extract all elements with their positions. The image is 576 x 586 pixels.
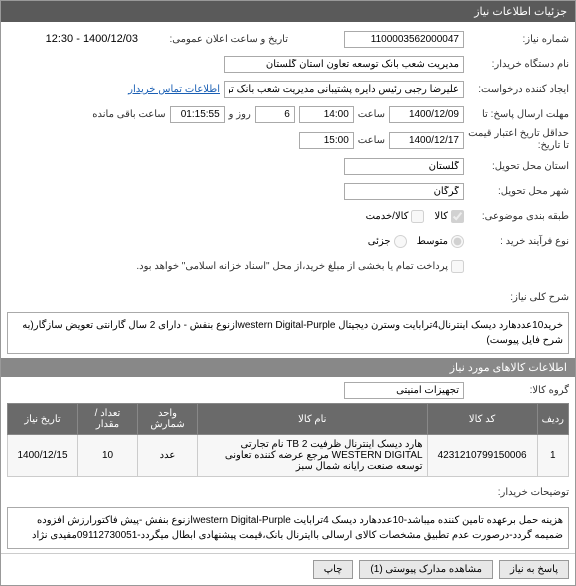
validity-hour-lbl: ساعت: [358, 135, 385, 146]
th-5: تاریخ نیاز: [8, 404, 78, 435]
public-time-label: تاریخ و ساعت اعلان عمومی:: [138, 34, 288, 45]
buytype-label: نوع فرآیند خرید :: [464, 236, 569, 247]
creator-label: ایجاد کننده درخواست:: [464, 84, 569, 95]
group-label: گروه کالا:: [464, 385, 569, 396]
reply-button[interactable]: پاسخ به نیاز: [499, 560, 569, 579]
td-0-5: 1400/12/15: [8, 435, 78, 477]
td-0-4: 10: [78, 435, 138, 477]
class-opt2[interactable]: کالا/خدمت: [366, 210, 425, 223]
deadline-hour-lbl: ساعت: [358, 109, 385, 120]
th-0: ردیف: [537, 404, 568, 435]
need-no-label: شماره نیاز:: [464, 34, 569, 45]
public-time-value: 1400/12/03 - 12:30: [46, 33, 138, 45]
td-0-3: عدد: [138, 435, 198, 477]
class-opt1[interactable]: کالا: [434, 210, 464, 223]
paynote-check[interactable]: پرداخت تمام یا بخشی از مبلغ خرید،از محل …: [136, 260, 464, 273]
buytype-opt1[interactable]: متوسط: [417, 235, 464, 248]
validity-date: [389, 132, 464, 149]
validity-label: حداقل تاریخ اعتبار قیمت تا تاریخ:: [464, 128, 569, 152]
deadline-remain-lbl: ساعت باقی مانده: [92, 109, 165, 120]
print-button[interactable]: چاپ: [313, 560, 354, 579]
province-label: استان محل تحویل:: [464, 161, 569, 172]
th-1: کد کالا: [427, 404, 537, 435]
deadline-label: مهلت ارسال پاسخ: تا: [464, 109, 569, 120]
notes-box: هزینه حمل برعهده تامین کننده میباشد-10عد…: [7, 507, 569, 549]
goods-table: ردیف کد کالا نام کالا واحد شمارش تعداد /…: [7, 403, 569, 477]
buyer-input: [224, 56, 464, 73]
group-input: [344, 382, 464, 399]
th-4: تعداد / مقدار: [78, 404, 138, 435]
buytype-opt2[interactable]: جزئی: [368, 235, 407, 248]
city-label: شهر محل تحویل:: [464, 186, 569, 197]
province-input: [344, 158, 464, 175]
need-no-input: [344, 31, 464, 48]
desc-label: شرح کلی نیاز:: [464, 292, 569, 303]
deadline-remain: [170, 106, 225, 123]
creator-input: [224, 81, 464, 98]
td-0-0: 1: [537, 435, 568, 477]
deadline-day: [255, 106, 295, 123]
goods-section-title: اطلاعات کالاهای مورد نیاز: [1, 358, 575, 377]
table-header-row: ردیف کد کالا نام کالا واحد شمارش تعداد /…: [8, 404, 569, 435]
desc-box: خرید10عددهارد دیسک اینترنال4ترابایت وستر…: [7, 312, 569, 354]
footer: پاسخ به نیاز مشاهده مدارک پیوستی (1) چاپ: [1, 553, 575, 585]
th-2: نام کالا: [198, 404, 428, 435]
validity-hour: [299, 132, 354, 149]
header-title: جزئیات اطلاعات نیاز: [1, 1, 575, 22]
city-input: [344, 183, 464, 200]
deadline-hour: [299, 106, 354, 123]
table-row: 1 4231210799150006 هارد دیسک اینترنال ظر…: [8, 435, 569, 477]
deadline-date: [389, 106, 464, 123]
attachments-button[interactable]: مشاهده مدارک پیوستی (1): [359, 560, 493, 579]
td-0-1: 4231210799150006: [427, 435, 537, 477]
deadline-day-lbl: روز و: [229, 109, 251, 120]
notes-label: توضیحات خریدار:: [464, 487, 569, 498]
class-label: طبقه بندی موضوعی:: [464, 211, 569, 222]
td-0-2: هارد دیسک اینترنال ظرفیت 2 TB نام تجارتی…: [198, 435, 428, 477]
buyer-label: نام دستگاه خریدار:: [464, 59, 569, 70]
contact-link[interactable]: اطلاعات تماس خریدار: [128, 84, 220, 95]
th-3: واحد شمارش: [138, 404, 198, 435]
